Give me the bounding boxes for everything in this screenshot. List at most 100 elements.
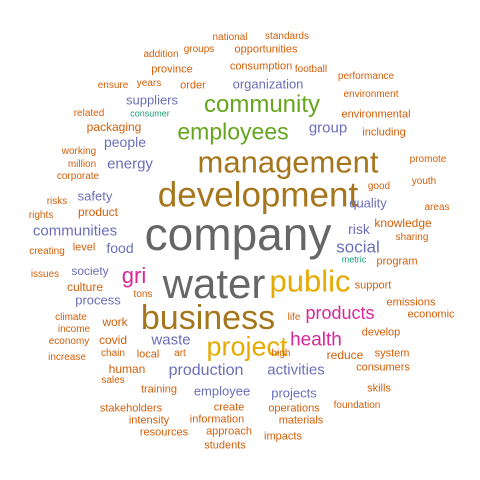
word-chain: chain bbox=[101, 348, 125, 359]
word-order: order bbox=[180, 79, 206, 92]
word-company: company bbox=[144, 208, 332, 260]
word-operations: operations bbox=[268, 402, 320, 415]
word-information: information bbox=[189, 413, 245, 426]
word-culture: culture bbox=[66, 280, 104, 294]
word-system: system bbox=[374, 347, 410, 360]
word-packaging: packaging bbox=[86, 120, 142, 134]
word-work: work bbox=[102, 315, 128, 329]
word-including: including bbox=[362, 126, 406, 139]
word-skills: skills bbox=[367, 382, 391, 395]
word-foundation: foundation bbox=[333, 400, 381, 411]
word-development: development bbox=[157, 175, 359, 215]
word-suppliers: suppliers bbox=[125, 92, 179, 108]
word-economic: economic bbox=[407, 308, 455, 321]
word-level: level bbox=[72, 241, 96, 254]
word-food: food bbox=[106, 240, 134, 256]
word-art: art bbox=[174, 348, 186, 359]
word-employees: employees bbox=[177, 118, 289, 145]
word-rights: rights bbox=[28, 210, 54, 221]
word-public: public bbox=[269, 263, 351, 299]
word-related: related bbox=[73, 108, 105, 119]
word-performance: performance bbox=[337, 71, 395, 82]
word-province: province bbox=[151, 63, 193, 76]
word-people: people bbox=[103, 134, 147, 150]
word-corporate: corporate bbox=[56, 171, 100, 182]
word-quality: quality bbox=[349, 195, 387, 211]
word-product: product bbox=[77, 205, 119, 219]
word-social: social bbox=[336, 237, 380, 257]
word-products: products bbox=[305, 303, 375, 323]
word-reduce: reduce bbox=[326, 348, 364, 362]
word-group: group bbox=[308, 119, 348, 137]
word-communities: communities bbox=[32, 222, 118, 240]
word-safety: safety bbox=[77, 188, 113, 204]
word-consumers: consumers bbox=[356, 361, 410, 374]
word-water: water bbox=[162, 260, 266, 307]
word-impacts: impacts bbox=[264, 430, 302, 443]
word-create: create bbox=[213, 401, 245, 414]
word-training: training bbox=[140, 383, 178, 396]
word-national: national bbox=[212, 32, 248, 43]
word-issues: issues bbox=[30, 269, 60, 280]
word-groups: groups bbox=[183, 44, 215, 55]
word-waste: waste bbox=[151, 331, 191, 349]
word-intensity: intensity bbox=[128, 414, 170, 427]
word-football: football bbox=[294, 64, 328, 75]
word-covid: covid bbox=[98, 333, 128, 347]
word-youth: youth bbox=[411, 176, 437, 187]
word-income: income bbox=[57, 324, 91, 335]
word-resources: resources bbox=[139, 426, 189, 439]
word-develop: develop bbox=[361, 326, 401, 339]
word-opportunities: opportunities bbox=[234, 43, 298, 56]
word-health: health bbox=[290, 329, 342, 351]
word-activities: activities bbox=[267, 361, 325, 379]
word-life: life bbox=[287, 312, 301, 323]
word-consumption: consumption bbox=[229, 60, 293, 73]
word-risk: risk bbox=[348, 221, 370, 237]
word-program: program bbox=[376, 255, 418, 268]
word-environmental: environmental bbox=[341, 108, 411, 121]
word-metric: metric bbox=[341, 254, 367, 265]
word-addition: addition bbox=[143, 49, 179, 60]
word-standards: standards bbox=[265, 31, 309, 42]
word-risks: risks bbox=[46, 196, 68, 207]
word-employee: employee bbox=[193, 383, 251, 399]
word-stakeholders: stakeholders bbox=[99, 402, 163, 415]
word-energy: energy bbox=[107, 155, 153, 173]
word-gri: gri bbox=[121, 263, 147, 288]
word-sales: sales bbox=[101, 375, 125, 386]
word-working: working bbox=[61, 146, 97, 157]
word-creating: creating bbox=[29, 246, 65, 257]
word-materials: materials bbox=[278, 414, 324, 427]
word-business: business bbox=[140, 299, 276, 337]
word-good: good bbox=[367, 181, 391, 192]
word-ensure: ensure bbox=[97, 80, 129, 91]
word-organization: organization bbox=[232, 76, 304, 92]
word-million: million bbox=[67, 159, 97, 170]
word-local: local bbox=[136, 348, 160, 361]
word-management: management bbox=[197, 144, 379, 180]
word-promote: promote bbox=[409, 154, 447, 165]
word-community: community bbox=[203, 91, 321, 118]
word-environment: environment bbox=[343, 89, 399, 100]
word-high: high bbox=[271, 348, 291, 359]
word-knowledge: knowledge bbox=[374, 216, 432, 230]
word-tons: tons bbox=[133, 289, 153, 300]
word-students: students bbox=[204, 439, 246, 452]
word-economy: economy bbox=[48, 336, 90, 347]
word-process: process bbox=[75, 292, 121, 308]
word-emissions: emissions bbox=[386, 296, 436, 309]
word-climate: climate bbox=[55, 312, 87, 323]
word-society: society bbox=[71, 264, 109, 278]
word-production: production bbox=[168, 362, 244, 379]
word-consumer: consumer bbox=[130, 108, 170, 119]
word-project: project bbox=[206, 331, 288, 362]
word-human: human bbox=[108, 362, 146, 376]
word-approach: approach bbox=[206, 425, 252, 438]
word-areas: areas bbox=[424, 202, 450, 213]
word-projects: projects bbox=[271, 385, 317, 401]
word-sharing: sharing bbox=[395, 232, 429, 243]
word-increase: increase bbox=[48, 352, 86, 363]
word-support: support bbox=[354, 279, 392, 292]
